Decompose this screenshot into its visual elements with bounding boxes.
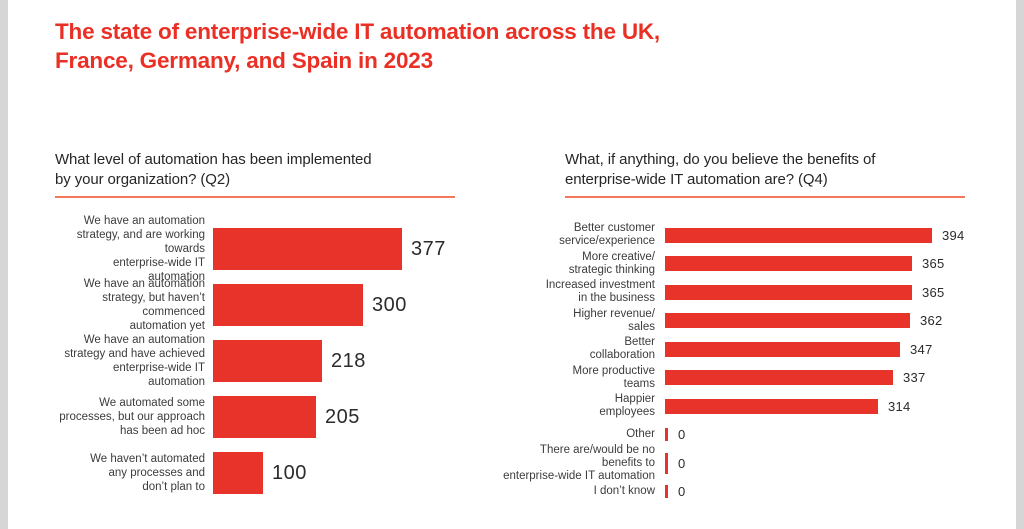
bar-row: More productive teams 337 — [500, 364, 1000, 393]
bar — [665, 227, 932, 243]
value-label: 0 — [678, 427, 686, 443]
category-label: We automated some processes, but our app… — [59, 397, 205, 437]
value-label: 394 — [942, 227, 965, 243]
bar — [665, 398, 878, 414]
bar-row: Other 0 — [500, 421, 1000, 450]
bar — [665, 256, 912, 272]
bar — [665, 341, 900, 357]
bar-row: We haven’t automated any processes and d… — [55, 452, 485, 494]
category-label: I don’t know — [593, 485, 655, 498]
bar — [665, 428, 668, 442]
category-label: Increased investment in the business — [545, 279, 655, 305]
category-label: We have an automation strategy and have … — [64, 334, 205, 388]
page-edge-left — [0, 0, 8, 529]
bar — [665, 485, 668, 499]
bar-row: There are/would be no benefits to enterp… — [500, 444, 1000, 482]
value-label: 0 — [678, 484, 686, 500]
chart-q2-rows: We have an automation strategy, and are … — [55, 215, 485, 508]
value-label: 365 — [922, 284, 945, 300]
category-label: Better customer service/experience — [559, 222, 655, 248]
value-label: 337 — [903, 370, 926, 386]
bar — [665, 313, 910, 329]
bar-row: I don’t know 0 — [500, 478, 1000, 507]
category-label: More productive teams — [572, 364, 655, 390]
chart-q4-automation-benefits: What, if anything, do you believe the be… — [500, 150, 1000, 506]
bar-row: More creative/ strategic thinking 365 — [500, 250, 1000, 279]
category-label: Better collaboration — [589, 336, 655, 362]
value-label: 362 — [920, 313, 943, 329]
bar-row: Better collaboration 347 — [500, 335, 1000, 364]
value-label: 0 — [678, 455, 686, 471]
bar — [665, 284, 912, 300]
bar-row: We have an automation strategy and have … — [55, 334, 485, 388]
bar — [665, 452, 668, 474]
bar — [213, 284, 363, 326]
chart-q2-question: What level of automation has been implem… — [55, 150, 455, 198]
chart-q2-automation-level: What level of automation has been implem… — [55, 150, 485, 508]
category-label: Higher revenue/ sales — [573, 307, 655, 333]
bar-row: Better customer service/experience 394 — [500, 221, 1000, 250]
bar — [213, 340, 322, 382]
chart-q4-rows: Better customer service/experience 394 M… — [500, 221, 1000, 506]
value-label: 314 — [888, 398, 911, 414]
page-edge-right — [1016, 0, 1024, 529]
bar-row: Increased investment in the business 365 — [500, 278, 1000, 307]
value-label: 218 — [331, 349, 366, 372]
category-label: There are/would be no benefits to enterp… — [503, 443, 655, 482]
page-title: The state of enterprise-wide IT automati… — [55, 19, 660, 73]
bar-row: We have an automation strategy, but have… — [55, 278, 485, 332]
bar-row: Happier employees 314 — [500, 392, 1000, 421]
bar — [665, 370, 893, 386]
category-label: Happier employees — [599, 393, 655, 419]
value-label: 100 — [272, 461, 307, 484]
bar-row: We automated some processes, but our app… — [55, 396, 485, 438]
category-label: Other — [626, 428, 655, 441]
category-label: We haven’t automated any processes and d… — [90, 453, 205, 493]
bar — [213, 228, 402, 270]
category-label: We have an automation strategy, and are … — [76, 215, 205, 283]
category-label: We have an automation strategy, but have… — [83, 278, 205, 332]
value-label: 205 — [325, 405, 360, 428]
bar — [213, 452, 263, 494]
value-label: 365 — [922, 256, 945, 272]
value-label: 377 — [411, 237, 446, 260]
value-label: 300 — [372, 293, 407, 316]
bar — [213, 396, 316, 438]
category-label: More creative/ strategic thinking — [568, 250, 655, 276]
value-label: 347 — [910, 341, 933, 357]
chart-q4-question: What, if anything, do you believe the be… — [565, 150, 965, 198]
bar-row: Higher revenue/ sales 362 — [500, 307, 1000, 336]
bar-row: We have an automation strategy, and are … — [55, 215, 485, 283]
